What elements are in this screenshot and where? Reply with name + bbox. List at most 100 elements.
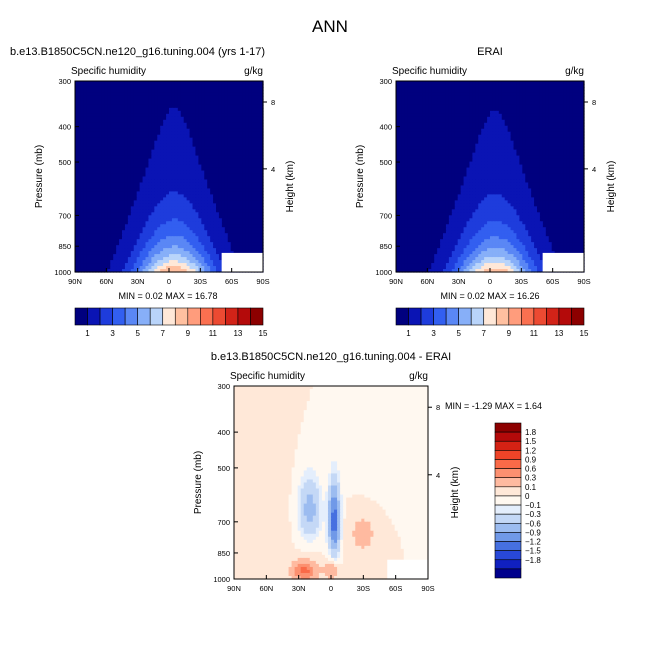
- field-cell: [89, 104, 94, 109]
- field-cell: [233, 212, 238, 216]
- field-cell: [101, 125, 105, 130]
- field-cell: [110, 116, 114, 121]
- field-cell: [122, 98, 126, 103]
- field-cell: [186, 173, 191, 178]
- field-cell: [224, 194, 229, 198]
- field-cell: [83, 173, 88, 178]
- field-cell: [201, 173, 205, 178]
- field-cell: [251, 98, 255, 103]
- field-cell: [142, 86, 147, 91]
- field-cell: [204, 197, 208, 201]
- field-cell: [204, 107, 208, 112]
- field-cell: [169, 140, 173, 145]
- field-cell: [204, 113, 208, 118]
- field-cell: [89, 143, 94, 148]
- field-cell: [98, 146, 103, 151]
- field-cell: [192, 158, 197, 163]
- field-cell: [195, 197, 199, 201]
- field-cell: [254, 167, 258, 172]
- field-cell: [189, 203, 194, 207]
- field-cell: [218, 122, 223, 127]
- field-cell: [148, 191, 152, 195]
- field-cell: [171, 101, 176, 106]
- field-cell: [183, 164, 188, 169]
- field-cell: [142, 161, 147, 166]
- field-cell: [177, 170, 182, 175]
- field-cell: [216, 149, 220, 154]
- field-cell: [192, 89, 197, 94]
- field-cell: [195, 116, 199, 121]
- field-cell: [227, 173, 232, 178]
- field-cell: [227, 182, 232, 187]
- field-cell: [218, 81, 223, 85]
- field-cell: [124, 92, 129, 97]
- field-cell: [116, 200, 120, 204]
- field-cell: [104, 185, 108, 190]
- field-cell: [245, 119, 249, 124]
- field-cell: [110, 89, 114, 94]
- field-cell: [142, 209, 147, 213]
- field-cell: [251, 146, 255, 151]
- field-cell: [207, 167, 211, 172]
- field-cell: [151, 131, 155, 136]
- field-cell: [166, 125, 170, 130]
- field-cell: [251, 92, 255, 97]
- field-cell: [254, 107, 258, 112]
- field-cell: [151, 128, 155, 133]
- field-cell: [210, 164, 214, 169]
- field-cell: [119, 200, 123, 204]
- field-cell: [230, 158, 235, 163]
- field-cell: [260, 149, 264, 154]
- field-cell: [95, 155, 100, 160]
- field-cell: [160, 143, 164, 148]
- field-cell: [169, 185, 173, 190]
- field-cell: [101, 81, 105, 85]
- field-cell: [130, 101, 135, 106]
- field-cell: [142, 140, 147, 145]
- field-cell: [139, 119, 144, 124]
- field-cell: [166, 152, 170, 157]
- field-cell: [189, 200, 194, 204]
- field-cell: [119, 83, 123, 88]
- field-cell: [174, 188, 179, 193]
- field-cell: [186, 206, 191, 210]
- field-cell: [177, 86, 182, 91]
- field-cell: [166, 92, 170, 97]
- field-cell: [119, 113, 123, 118]
- field-cell: [230, 131, 235, 136]
- field-cell: [80, 161, 85, 166]
- field-cell: [218, 107, 223, 112]
- field-cell: [230, 203, 235, 207]
- field-cell: [130, 81, 135, 85]
- field-cell: [80, 101, 85, 106]
- field-cell: [122, 179, 126, 184]
- field-cell: [157, 128, 161, 133]
- field-cell: [257, 122, 261, 127]
- field-cell: [169, 86, 173, 91]
- field-cell: [251, 137, 255, 142]
- field-cell: [166, 122, 170, 127]
- field-cell: [163, 101, 167, 106]
- field-cell: [113, 164, 117, 169]
- field-cell: [157, 83, 161, 88]
- field-cell: [145, 122, 150, 127]
- field-cell: [119, 119, 123, 124]
- field-cell: [160, 149, 164, 154]
- field-cell: [166, 182, 170, 187]
- field-cell: [148, 164, 152, 169]
- field-cell: [260, 173, 264, 178]
- field-cell: [221, 197, 226, 201]
- field-cell: [86, 128, 91, 133]
- field-cell: [139, 179, 144, 184]
- field-cell: [245, 86, 249, 91]
- field-cell: [163, 143, 167, 148]
- field-cell: [216, 113, 220, 118]
- field-cell: [227, 119, 232, 124]
- field-cell: [201, 206, 205, 210]
- field-cell: [166, 191, 170, 195]
- field-cell: [236, 176, 241, 181]
- field-cell: [218, 155, 223, 160]
- field-cell: [124, 81, 129, 85]
- field-cell: [122, 122, 126, 127]
- field-cell: [157, 119, 161, 124]
